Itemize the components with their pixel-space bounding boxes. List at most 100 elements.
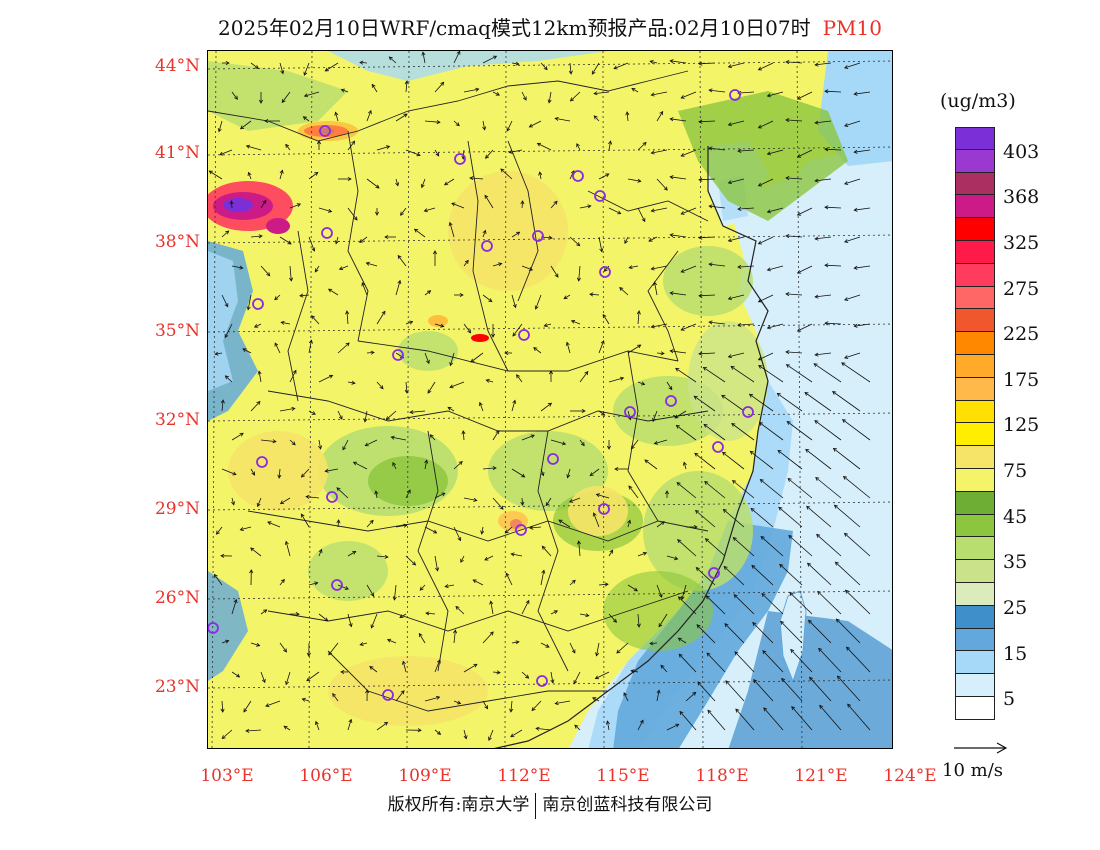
wind-vector-head <box>604 582 609 587</box>
station-marker[interactable] <box>319 125 331 137</box>
wind-vector <box>469 177 484 180</box>
wind-vector <box>737 207 755 210</box>
station-marker[interactable] <box>708 567 720 579</box>
legend-color-box <box>955 560 995 583</box>
wind-vector <box>308 236 315 252</box>
station-marker[interactable] <box>326 491 338 503</box>
station-marker[interactable] <box>515 524 527 536</box>
station-marker[interactable] <box>518 329 530 341</box>
station-marker[interactable] <box>321 227 333 239</box>
wind-vector-head <box>264 118 269 124</box>
wind-vector <box>265 700 281 707</box>
wind-vector <box>777 450 803 470</box>
wind-vector <box>681 323 697 331</box>
wind-vector <box>656 690 660 702</box>
wind-vector <box>221 230 229 238</box>
legend-color-box <box>955 263 995 287</box>
wind-vector <box>854 91 871 95</box>
station-marker[interactable] <box>624 406 636 418</box>
wind-vector <box>318 439 321 449</box>
wind-vector-head <box>576 143 580 148</box>
wind-vector <box>815 477 842 499</box>
wind-vector-head <box>832 447 838 452</box>
north-border-blue <box>208 51 608 81</box>
legend-color-box <box>955 651 995 675</box>
station-marker[interactable] <box>742 406 754 418</box>
wind-vector <box>670 292 687 296</box>
station-marker[interactable] <box>382 689 394 701</box>
wind-vector <box>574 724 581 731</box>
wind-vector <box>279 62 284 74</box>
wind-vector-head <box>824 205 829 210</box>
station-marker[interactable] <box>208 622 219 634</box>
wind-vector-head <box>623 692 628 697</box>
station-marker[interactable] <box>536 675 548 687</box>
wind-vector-head <box>363 418 368 423</box>
wind-vector <box>482 120 486 130</box>
orange-patch-hunan <box>498 511 528 531</box>
wind-vector <box>656 178 668 191</box>
wind-vector-head <box>737 322 742 327</box>
wind-vector-head <box>351 140 356 145</box>
wind-vector-head <box>609 549 614 554</box>
wind-vector-head <box>593 91 598 96</box>
wind-vector-head <box>697 681 702 686</box>
wind-vector-head <box>370 592 375 597</box>
wind-vector-head <box>658 623 663 628</box>
wind-vector <box>631 670 639 673</box>
wind-vector <box>815 236 832 240</box>
wind-vector-head <box>245 144 251 149</box>
wind-vector-head <box>392 461 397 467</box>
wind-vector-head <box>311 315 316 320</box>
wind-vector <box>824 90 842 93</box>
station-marker[interactable] <box>392 349 404 361</box>
legend-color-box <box>955 446 995 469</box>
station-marker[interactable] <box>594 190 606 202</box>
wind-vector <box>405 321 413 325</box>
map-panel[interactable] <box>207 50 893 749</box>
wind-vector <box>337 342 350 354</box>
station-marker[interactable] <box>572 170 584 182</box>
station-marker[interactable] <box>729 89 741 101</box>
wind-vector-head <box>352 461 358 466</box>
wind-vector <box>250 235 263 238</box>
wind-vector-head <box>737 206 742 211</box>
wind-vector <box>285 541 291 557</box>
wind-vector <box>434 323 444 327</box>
wind-vector <box>258 371 262 383</box>
station-marker[interactable] <box>454 153 466 165</box>
wind-vector-head <box>758 365 763 369</box>
wind-vector-head <box>785 364 790 368</box>
wind-vector-head <box>836 675 841 680</box>
station-marker[interactable] <box>599 266 611 278</box>
wind-vector <box>737 265 755 268</box>
wind-vector <box>434 82 444 93</box>
wind-vector-head <box>704 480 709 485</box>
wind-vector <box>364 410 368 422</box>
wind-vector <box>709 321 726 325</box>
wind-vector-head <box>694 452 699 457</box>
legend-unit: (ug/m3) <box>940 90 1016 112</box>
wind-vector <box>360 642 368 646</box>
wind-vector-head <box>758 421 764 426</box>
wind-vector <box>482 230 486 238</box>
wind-vector <box>376 146 390 151</box>
station-marker[interactable] <box>598 503 610 515</box>
wind-vector-head <box>400 211 404 216</box>
station-marker[interactable] <box>532 230 544 242</box>
wind-vector-head <box>668 386 673 391</box>
wind-vector-head <box>436 659 441 664</box>
station-marker[interactable] <box>256 456 268 468</box>
station-marker[interactable] <box>547 453 559 465</box>
station-marker[interactable] <box>665 395 677 407</box>
legend-color-box <box>955 377 995 401</box>
wind-vector-head <box>816 533 821 538</box>
station-marker[interactable] <box>712 441 724 453</box>
station-marker[interactable] <box>331 579 343 591</box>
wind-vector <box>434 729 441 735</box>
wind-vector <box>592 697 600 702</box>
station-marker[interactable] <box>481 240 493 252</box>
wind-vector-head <box>332 693 337 698</box>
station-marker[interactable] <box>252 298 264 310</box>
wind-vector-head <box>432 250 438 255</box>
